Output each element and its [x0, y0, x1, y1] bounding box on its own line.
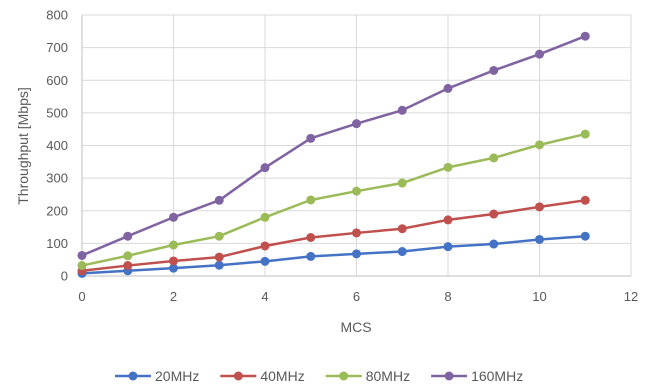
y-tick-label: 200: [46, 203, 68, 218]
x-tick-label: 12: [624, 289, 638, 304]
x-axis-title: MCS: [340, 319, 371, 335]
legend-item-20mhz: 20MHz: [115, 368, 199, 384]
y-tick-label: 400: [46, 138, 68, 153]
axes: [81, 15, 631, 277]
data-point-80mhz: [443, 162, 453, 172]
series-40mhz: [77, 195, 590, 276]
x-tick-label: 8: [444, 289, 451, 304]
y-tick-label: 700: [46, 40, 68, 55]
legend-item-160mhz: 160MHz: [431, 368, 523, 384]
data-point-20mhz: [260, 256, 270, 266]
data-point-80mhz: [169, 240, 178, 250]
series-line-20mhz: [80, 234, 587, 275]
x-tick-label: 0: [78, 289, 85, 304]
legend-swatch-marker: [128, 371, 138, 381]
data-point-40mhz: [306, 233, 316, 243]
legend-label: 160MHz: [471, 368, 523, 384]
data-point-80mhz: [352, 186, 361, 196]
data-point-80mhz: [77, 261, 87, 271]
data-point-160mhz: [306, 133, 316, 143]
data-point-80mhz: [397, 178, 407, 188]
data-point-80mhz: [535, 140, 544, 150]
legend-label: 20MHz: [155, 368, 199, 384]
data-point-160mhz: [443, 83, 453, 93]
data-point-20mhz: [580, 231, 590, 241]
data-point-40mhz: [260, 241, 270, 251]
data-point-80mhz: [489, 153, 499, 163]
data-point-160mhz: [535, 49, 544, 59]
data-point-40mhz: [214, 252, 224, 262]
series-line-80mhz: [80, 132, 587, 267]
data-point-20mhz: [443, 242, 453, 252]
legend-item-80mhz: 80MHz: [325, 368, 410, 384]
series-160mhz: [77, 31, 590, 260]
data-point-20mhz: [306, 251, 316, 261]
legend-swatch-marker: [233, 371, 243, 381]
legend-label: 40MHz: [260, 368, 304, 384]
data-point-20mhz: [169, 263, 178, 273]
x-tick-label: 10: [532, 289, 546, 304]
data-point-80mhz: [214, 231, 224, 241]
data-point-40mhz: [169, 256, 178, 266]
data-point-160mhz: [489, 65, 499, 75]
data-point-160mhz: [77, 250, 87, 260]
data-point-160mhz: [169, 212, 178, 222]
data-point-20mhz: [535, 234, 544, 244]
series-20mhz: [77, 231, 590, 278]
x-tick-label: 2: [170, 289, 177, 304]
data-point-40mhz: [352, 228, 361, 238]
y-tick-label: 100: [46, 236, 68, 251]
data-point-40mhz: [397, 224, 407, 234]
data-point-40mhz: [580, 195, 590, 205]
legend-item-40mhz: 40MHz: [220, 368, 305, 384]
data-point-20mhz: [214, 260, 224, 270]
y-tick-label: 500: [46, 105, 68, 120]
legend-swatch-marker: [444, 371, 454, 381]
data-point-160mhz: [352, 119, 361, 129]
data-point-80mhz: [260, 212, 270, 222]
series-line-40mhz: [80, 199, 587, 273]
data-point-160mhz: [214, 195, 224, 205]
data-point-160mhz: [260, 163, 270, 173]
data-point-40mhz: [123, 261, 133, 271]
data-point-20mhz: [489, 239, 499, 249]
x-tick-label: 4: [261, 289, 268, 304]
legend-swatch-marker: [339, 371, 349, 381]
legend: 20MHz 40MHz 80MHz 160MHz: [115, 368, 523, 384]
series-line-160mhz: [80, 34, 587, 257]
y-tick-label: 800: [46, 8, 68, 23]
data-point-40mhz: [443, 215, 453, 225]
data-point-160mhz: [397, 105, 407, 115]
data-point-80mhz: [580, 129, 590, 139]
data-point-80mhz: [306, 195, 316, 205]
tick-labels: 0 100 200 300 400 500 600 700 800 0 2 4 6 8 10 12: [46, 8, 638, 305]
data-point-40mhz: [489, 209, 499, 219]
y-tick-label: 600: [46, 73, 68, 88]
y-axis-title: Throughput [Mbps]: [15, 87, 31, 205]
data-point-80mhz: [123, 251, 133, 261]
data-point-20mhz: [397, 247, 407, 257]
x-tick-label: 6: [353, 289, 360, 304]
data-point-40mhz: [535, 202, 544, 212]
data-point-20mhz: [352, 249, 361, 259]
series-group: [77, 31, 590, 278]
legend-label: 80MHz: [366, 368, 410, 384]
y-tick-label: 300: [46, 171, 68, 186]
y-tick-label: 0: [61, 269, 68, 284]
series-80mhz: [77, 129, 590, 271]
data-point-160mhz: [123, 231, 133, 241]
data-point-160mhz: [580, 31, 590, 41]
